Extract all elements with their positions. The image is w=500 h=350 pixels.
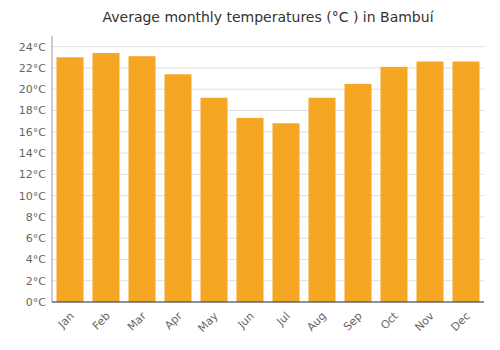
- x-tick-label: Jan: [55, 310, 77, 332]
- y-tick-label: 2°C: [26, 275, 46, 288]
- x-tick-label: Jul: [273, 310, 292, 329]
- y-axis-line: [52, 36, 53, 302]
- y-tick-label: 6°C: [26, 232, 46, 245]
- x-tick-label: Dec: [449, 310, 473, 334]
- y-tick-label: 18°C: [19, 104, 46, 117]
- bar: [453, 62, 480, 302]
- x-tick-label: Mar: [125, 309, 149, 333]
- bar: [381, 67, 408, 302]
- y-tick-label: 4°C: [26, 253, 46, 266]
- x-axis-line: [52, 302, 484, 303]
- y-tick-label: 10°C: [19, 190, 46, 203]
- y-tick-label: 16°C: [19, 126, 46, 139]
- y-tick-label: 22°C: [19, 62, 46, 75]
- bars: [57, 53, 480, 302]
- bar: [417, 62, 444, 302]
- y-tick-label: 24°C: [19, 41, 46, 54]
- y-tick-label: 8°C: [26, 211, 46, 224]
- y-tick-label: 20°C: [19, 83, 46, 96]
- grid-line: [52, 302, 484, 303]
- x-tick-label: Apr: [162, 309, 185, 332]
- bar: [93, 53, 120, 302]
- bar: [345, 84, 372, 302]
- y-tick-label: 14°C: [19, 147, 46, 160]
- x-tick-label: May: [196, 309, 222, 335]
- bar: [129, 56, 156, 302]
- bar: [237, 118, 264, 302]
- bar: [165, 74, 192, 302]
- x-tick-label: Jun: [235, 310, 257, 332]
- title: Average monthly temperatures (°C ) in Ba…: [102, 9, 434, 25]
- x-tick-label: Nov: [412, 309, 437, 334]
- grid-line: [52, 46, 484, 47]
- bar: [309, 98, 336, 302]
- y-tick-label: 0°C: [26, 296, 46, 309]
- bar: [273, 123, 300, 302]
- x-tick-label: Oct: [378, 309, 401, 332]
- bar: [57, 57, 84, 302]
- y-tick-label: 12°C: [19, 168, 46, 181]
- grid: [52, 47, 484, 302]
- chart-container: Average monthly temperatures (°C ) in Ba…: [0, 0, 500, 350]
- x-tick-label: Sep: [341, 310, 365, 334]
- x-tick-label: Feb: [90, 310, 113, 333]
- chart-svg: Average monthly temperatures (°C ) in Ba…: [0, 0, 500, 350]
- x-tick-label: Aug: [304, 310, 328, 334]
- bar: [201, 98, 228, 302]
